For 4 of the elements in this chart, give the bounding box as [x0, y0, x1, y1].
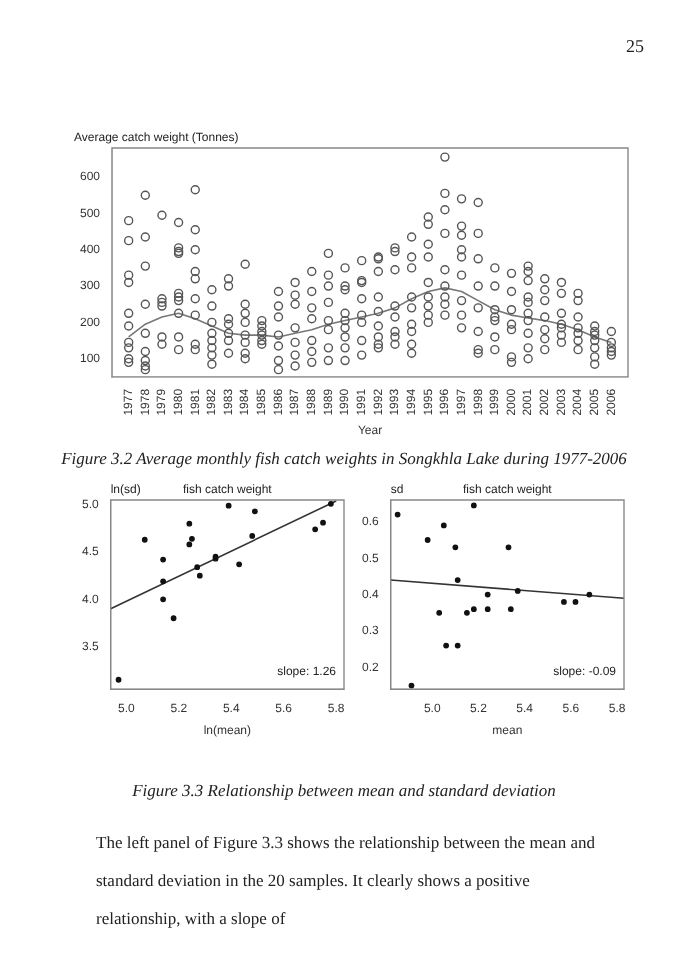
- caption: Figure 3.3 Relationship between mean and standard deviation: [130, 780, 558, 800]
- text: 25: [626, 36, 644, 56]
- caption: Figure 3.2 Average monthly fish catch weights in Songkhla Lake during 1977-2006: [59, 448, 629, 468]
- text: The left panel of Figure 3.3 shows the relationship between the mean and standard deviation in the 20 samples. It clearly shows a positive relationship, with a slope of: [96, 830, 596, 932]
